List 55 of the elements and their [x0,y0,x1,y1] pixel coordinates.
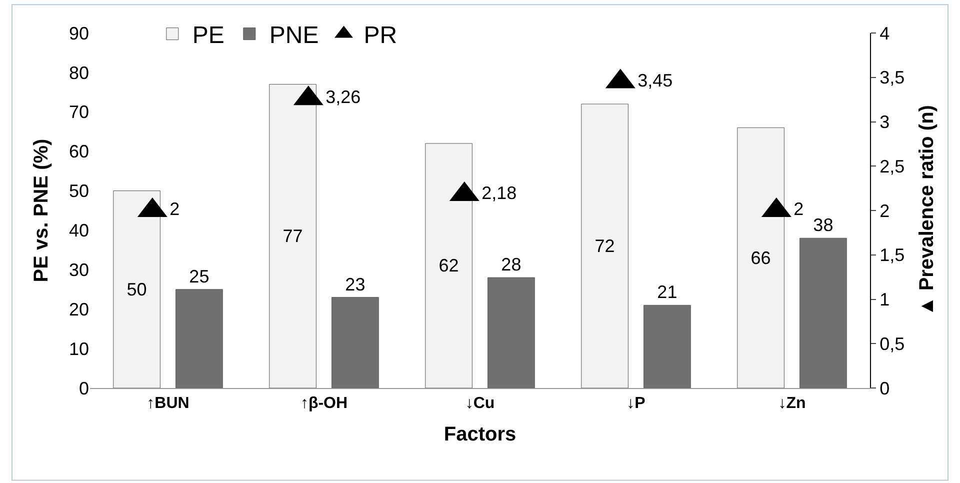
bar [800,238,847,388]
y-tick-label: 60 [68,142,89,162]
bar [176,289,223,388]
y2-tick-label: 2 [880,200,890,221]
data-label: 21 [657,282,678,302]
data-label: 3,26 [326,87,361,108]
y-tick-label: 10 [68,338,89,359]
y2-tick-label: 1,5 [880,245,905,266]
data-label: 77 [282,226,303,246]
y-tick-label: 70 [68,102,89,122]
y2-tick-label: 0,5 [880,334,905,354]
bar [269,84,316,388]
data-label: 38 [813,215,834,236]
legend-label: PNE [269,22,319,50]
x-tick-label: ↑BUN [146,395,190,412]
y-tick-label: 0 [78,378,89,398]
y-tick-label: 50 [68,181,89,202]
data-label: 25 [189,266,210,286]
y-tick-label: 20 [68,299,89,320]
bar [737,127,784,388]
x-tick-label: ↓Zn [778,395,806,412]
data-label: 3,45 [638,70,673,90]
y2-tick-label: 4 [880,23,890,44]
bar [644,304,691,388]
y2-tick-label: 0 [880,378,890,398]
data-label: 2 [170,199,180,219]
data-label: 66 [750,248,771,268]
legend-label: PR [364,22,398,50]
bar [488,277,535,388]
y2-tick-label: 1 [880,290,890,310]
y-tick-label: 90 [68,23,89,44]
y2-tick-label: 2,5 [880,156,905,176]
bar [425,143,472,388]
bar [581,104,628,388]
data-label: 2 [794,199,804,219]
data-label: 2,18 [482,183,517,204]
y-tick-label: 80 [68,62,89,83]
y2-tick-label: 3 [880,112,890,132]
x-tick-label: ↑β-OH [300,395,348,412]
bar [332,297,379,388]
x-axis-title: Factors [444,424,516,446]
data-label: 62 [438,256,459,276]
data-label: 72 [594,236,615,256]
y2-axis-title: ▲ Prevalence ratio (n) [916,105,938,316]
data-label: 50 [126,279,147,300]
data-label: 28 [501,254,522,275]
legend-label: PE [192,22,224,50]
bar [113,190,160,388]
y-tick-label: 40 [68,220,89,241]
y-axis-title: PE vs. PNE (%) [30,138,52,282]
x-tick-label: ↓Cu [465,395,495,412]
x-tick-label: ↓P [626,395,646,412]
data-label: 23 [345,274,366,294]
y-tick-label: 30 [68,260,89,280]
y2-tick-label: 3,5 [880,68,905,88]
